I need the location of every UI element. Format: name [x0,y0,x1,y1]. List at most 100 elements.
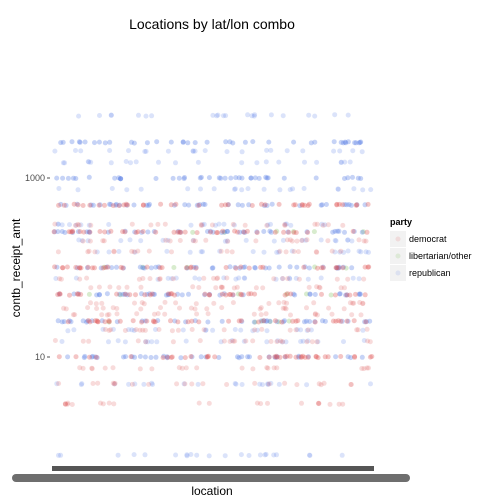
data-point [319,291,324,297]
data-point [318,382,324,388]
data-point [197,338,203,344]
data-point [337,291,343,297]
data-point [317,285,323,291]
data-point [305,354,311,360]
data-point [140,229,146,234]
data-point [355,175,361,181]
data-point [135,229,141,235]
data-point [79,381,85,387]
data-point [173,452,179,458]
data-point [168,318,173,324]
data-point [185,319,191,325]
data-point [239,202,245,208]
data-point [353,291,358,297]
data-point [123,201,129,207]
data-point [115,452,121,458]
data-point [356,248,362,254]
data-point [338,159,344,165]
data-point [282,380,288,386]
data-point [293,230,299,236]
data-point [210,112,216,118]
data-point [94,306,100,311]
data-point [264,328,270,334]
data-point [258,305,264,311]
data-point [262,202,268,208]
data-point [61,319,67,325]
data-point [335,228,340,234]
data-point [250,366,256,372]
data-point [110,326,116,332]
data-point [205,229,210,234]
data-point [284,237,290,243]
data-point [233,276,239,282]
data-point [196,319,202,325]
data-point [154,139,160,145]
series-libertarian-other [86,228,366,325]
data-point [89,265,95,271]
legend-entry: libertarian/other [390,248,472,264]
data-point [200,222,205,228]
data-point [170,339,176,345]
data-point [320,265,326,271]
data-point [136,112,141,118]
data-point [129,248,135,254]
data-point [302,264,308,270]
data-point [66,229,72,235]
data-point [139,300,145,306]
data-point [190,229,196,235]
data-point [315,355,321,361]
data-point [287,187,293,193]
data-point [85,305,91,311]
data-point [272,229,278,235]
data-point [139,319,145,325]
data-point [335,265,341,271]
data-point [337,291,342,297]
data-point [65,175,71,181]
data-point [99,318,105,324]
data-point [287,276,293,282]
data-point [257,306,263,312]
data-point [344,292,350,298]
data-point [219,285,224,290]
data-point [304,318,309,324]
data-point [239,354,245,360]
data-point [280,319,286,325]
data-point [144,264,150,270]
data-point [242,275,248,281]
data-point [334,202,340,208]
data-point [252,175,258,181]
data-point [152,319,158,325]
data-point [190,284,196,290]
data-point [178,229,184,235]
data-point [183,319,189,325]
x-axis-title: location [191,484,232,498]
data-point [219,318,225,324]
data-point [141,301,147,307]
data-point [363,238,369,244]
data-point [55,221,61,227]
data-point [141,265,147,271]
data-point [230,221,236,227]
data-point [55,229,61,235]
data-point [192,275,198,281]
data-point [282,221,288,227]
data-point [181,176,187,182]
data-point [350,148,356,154]
data-point [77,229,83,235]
data-point [114,311,120,317]
data-point [172,292,177,298]
data-point [239,382,245,387]
data-point [104,264,110,270]
data-point [111,248,117,254]
data-point [291,229,297,234]
data-point [284,148,290,154]
data-point [350,300,356,306]
data-point [312,319,318,325]
data-point [363,319,369,325]
data-point [316,400,322,406]
data-point [115,338,121,344]
data-point [276,300,282,306]
data-point [358,312,364,318]
data-point [107,139,113,145]
